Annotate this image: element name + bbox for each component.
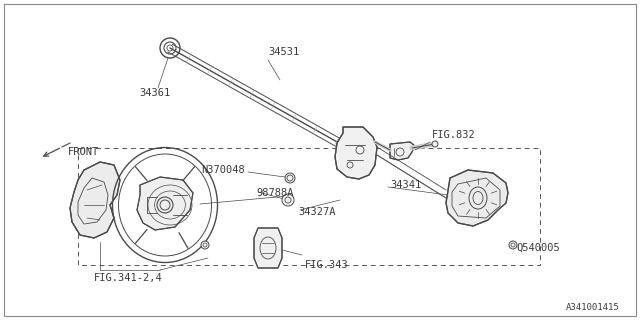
- Text: 34361: 34361: [140, 88, 171, 98]
- Circle shape: [285, 173, 295, 183]
- Text: FIG.832: FIG.832: [432, 130, 476, 140]
- Text: FIG.343: FIG.343: [305, 260, 349, 270]
- Text: FRONT: FRONT: [68, 147, 99, 157]
- Polygon shape: [446, 170, 508, 226]
- Text: N370048: N370048: [201, 165, 245, 175]
- Text: 34531: 34531: [268, 47, 300, 57]
- Circle shape: [509, 241, 517, 249]
- Circle shape: [201, 241, 209, 249]
- Text: A341001415: A341001415: [566, 303, 620, 312]
- Text: 34341: 34341: [390, 180, 421, 190]
- Text: FIG.341-2,4: FIG.341-2,4: [93, 273, 163, 283]
- Polygon shape: [335, 127, 377, 179]
- Text: 98788A: 98788A: [256, 188, 294, 198]
- Circle shape: [432, 141, 438, 147]
- Text: Q540005: Q540005: [516, 243, 560, 253]
- Polygon shape: [254, 228, 282, 268]
- Polygon shape: [70, 162, 120, 238]
- Text: 34327A: 34327A: [298, 207, 335, 217]
- Polygon shape: [137, 177, 193, 230]
- Polygon shape: [390, 142, 415, 160]
- Circle shape: [282, 194, 294, 206]
